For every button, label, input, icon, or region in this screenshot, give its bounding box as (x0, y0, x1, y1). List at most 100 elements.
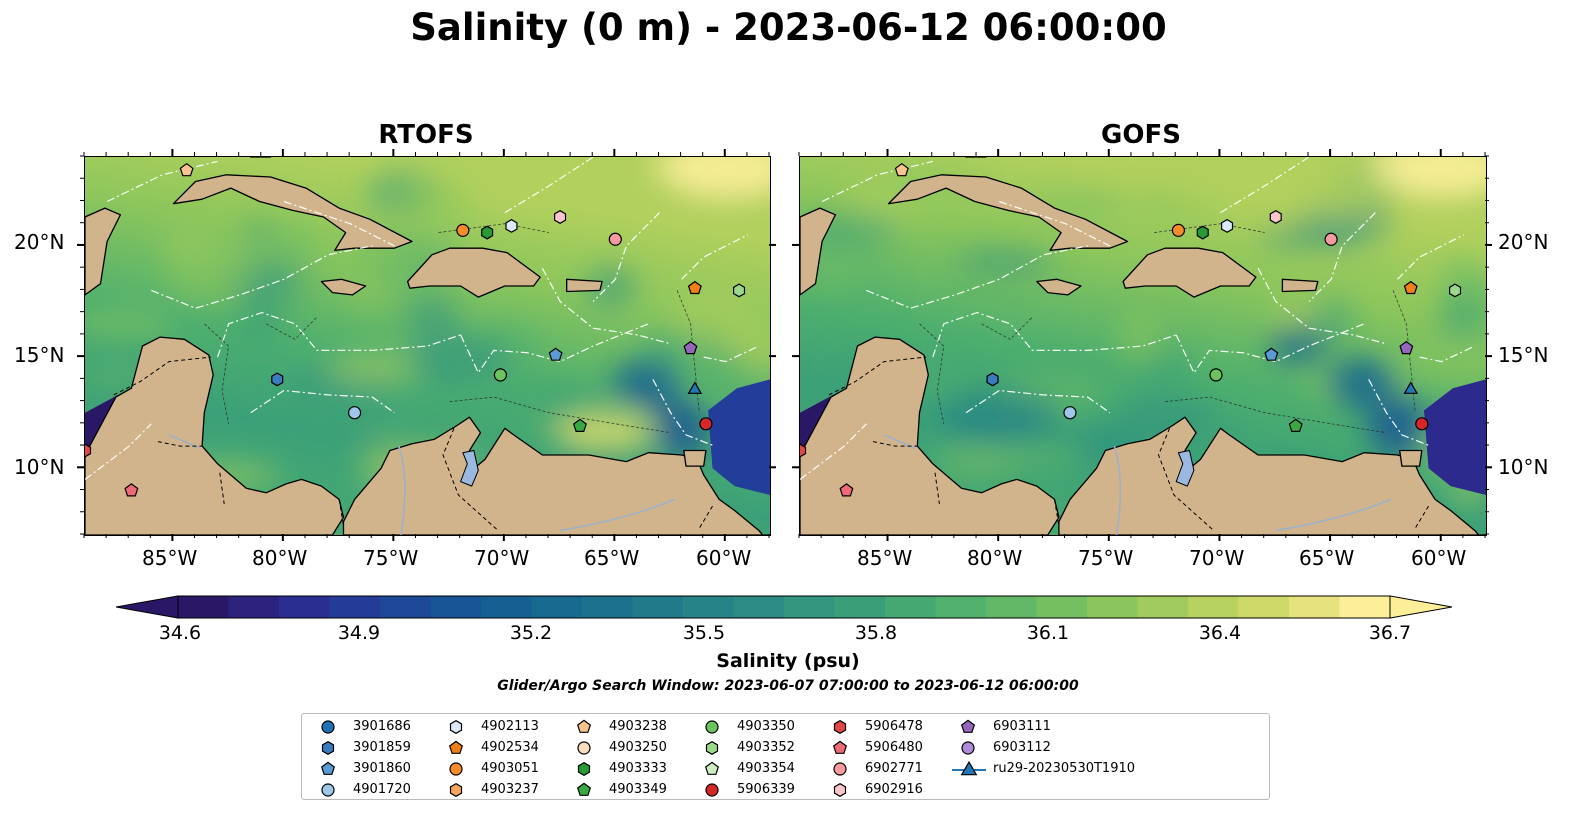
colorbar-bin (1289, 596, 1340, 618)
station-marker-4903238 (179, 162, 194, 177)
colorbar-tick: 36.7 (1368, 622, 1412, 644)
station-marker-4903333 (481, 225, 494, 240)
colorbar (116, 595, 1452, 619)
legend-glyph (449, 783, 463, 797)
colorbar-extend-min (116, 595, 179, 619)
legend-label: 5906339 (737, 782, 795, 797)
station-marker-4903333 (1196, 225, 1209, 240)
station-marker-5906480 (839, 483, 854, 497)
legend-marker-3901686 (321, 720, 335, 734)
station-marker-4903350 (493, 368, 508, 382)
lat-label-left-20: 20°N (14, 230, 65, 254)
legend-label: 3901860 (353, 761, 411, 776)
legend-label: ru29-20230530T1910 (993, 761, 1136, 776)
colorbar-tick: 34.6 (158, 622, 202, 644)
colorbar-bin (582, 596, 633, 618)
station-marker-4903349 (572, 418, 587, 432)
legend-glyph (576, 719, 592, 733)
colorbar-bin (329, 596, 381, 618)
colorbar-bin (935, 596, 987, 618)
country-borders (113, 356, 713, 531)
lon-label-p1-80: 80°W (252, 546, 308, 570)
colorbar-extend-max (1389, 595, 1452, 619)
colorbar-bin (784, 596, 835, 618)
legend-label: 6902771 (865, 761, 923, 776)
legend-label: 5906478 (865, 719, 923, 734)
station-marker-4903051 (456, 223, 470, 237)
station-marker-4901720 (1063, 406, 1077, 420)
legend-glyph (705, 720, 719, 734)
lon-label-p2-80: 80°W (967, 546, 1023, 570)
legend-label: 4903352 (737, 740, 795, 755)
station-marker-5906339 (699, 417, 713, 431)
colorbar-tick: 35.2 (509, 622, 553, 644)
legend: 3901686 3901859 3901860 4901720 4902113 49025… (301, 713, 1270, 800)
station-marker-4901720 (347, 406, 362, 420)
legend-glyph (577, 762, 591, 776)
legend-marker-6902771 (833, 762, 847, 776)
station-marker-6903111 (1399, 340, 1414, 355)
legend-label: 3901859 (353, 740, 411, 755)
legend-marker-5906339 (705, 783, 719, 797)
legend-marker-5906478 (833, 720, 847, 734)
lon-label-p2-70: 70°W (1189, 546, 1245, 570)
legend-marker-4903333 (577, 762, 591, 776)
legend-marker-4903350 (705, 720, 719, 734)
legend-label: 4902113 (481, 719, 539, 734)
colorbar-bin (683, 596, 734, 618)
map-panel-gofs[interactable] (799, 156, 1487, 536)
lon-label-p2-75: 75°W (1078, 546, 1134, 570)
land-masses (85, 157, 770, 535)
legend-glyph (320, 761, 336, 775)
legend-label: 4903051 (481, 761, 539, 776)
legend-marker-3901860 (320, 761, 336, 775)
legend-label: 4903333 (609, 761, 667, 776)
legend-label: 6903111 (993, 719, 1051, 734)
colorbar-bin (1137, 596, 1189, 618)
legend-marker-4903354 (704, 761, 720, 775)
station-marker-5906339 (1415, 417, 1429, 431)
lon-label-p1-75: 75°W (363, 546, 419, 570)
station-marker-4903051 (1171, 223, 1186, 237)
lon-label-p1-65: 65°W (584, 546, 640, 570)
eez-boundaries (800, 157, 1476, 480)
station-marker-4903238 (894, 162, 909, 177)
lat-label-right-10: 10°N (1498, 455, 1549, 479)
map-panel-rtofs[interactable] (84, 156, 771, 536)
lon-label-p2-65: 65°W (1299, 546, 1355, 570)
search-window-text: Glider/Argo Search Window: 2023-06-07 07… (497, 678, 1079, 694)
colorbar-label: Salinity (psu) (716, 650, 860, 672)
legend-marker-5906480 (832, 740, 848, 754)
legend-marker-4903051 (449, 762, 463, 776)
legend-label: 4901720 (353, 782, 411, 797)
legend-glyph (449, 720, 463, 734)
lon-label-p1-70: 70°W (474, 546, 530, 570)
legend-glyph (833, 783, 847, 797)
station-marker-4902113 (1221, 218, 1234, 233)
colorbar-bin (733, 596, 785, 618)
legend-glyph (448, 740, 464, 754)
station-marker-4903352 (732, 283, 746, 298)
station-marker-3901860 (548, 347, 563, 361)
legend-marker-4902534 (448, 740, 464, 754)
legend-glyph (577, 741, 591, 755)
legend-glyph (832, 740, 848, 754)
legend-marker-4902113 (449, 720, 463, 734)
colorbar-bin (279, 596, 330, 618)
station-marker-6902771 (1324, 232, 1338, 246)
legend-glyph (704, 761, 720, 775)
colorbar-tick: 35.5 (682, 622, 726, 644)
colorbar-bin (885, 596, 936, 618)
station-marker-4903349 (1288, 418, 1303, 432)
legend-marker-ru29-20230530T1910 (952, 760, 986, 776)
legend-label: 4903349 (609, 782, 667, 797)
lon-label-p1-60: 60°W (696, 546, 752, 570)
colorbar-bin (1339, 596, 1391, 618)
colorbar-bin (481, 596, 532, 618)
colorbar-bin (632, 596, 684, 618)
lat-label-left-10: 10°N (14, 455, 65, 479)
legend-marker-6903111 (960, 719, 976, 733)
legend-label: 4903237 (481, 782, 539, 797)
legend-label: 4903350 (737, 719, 795, 734)
station-marker-ru29-20230530T1910 (1403, 381, 1419, 394)
